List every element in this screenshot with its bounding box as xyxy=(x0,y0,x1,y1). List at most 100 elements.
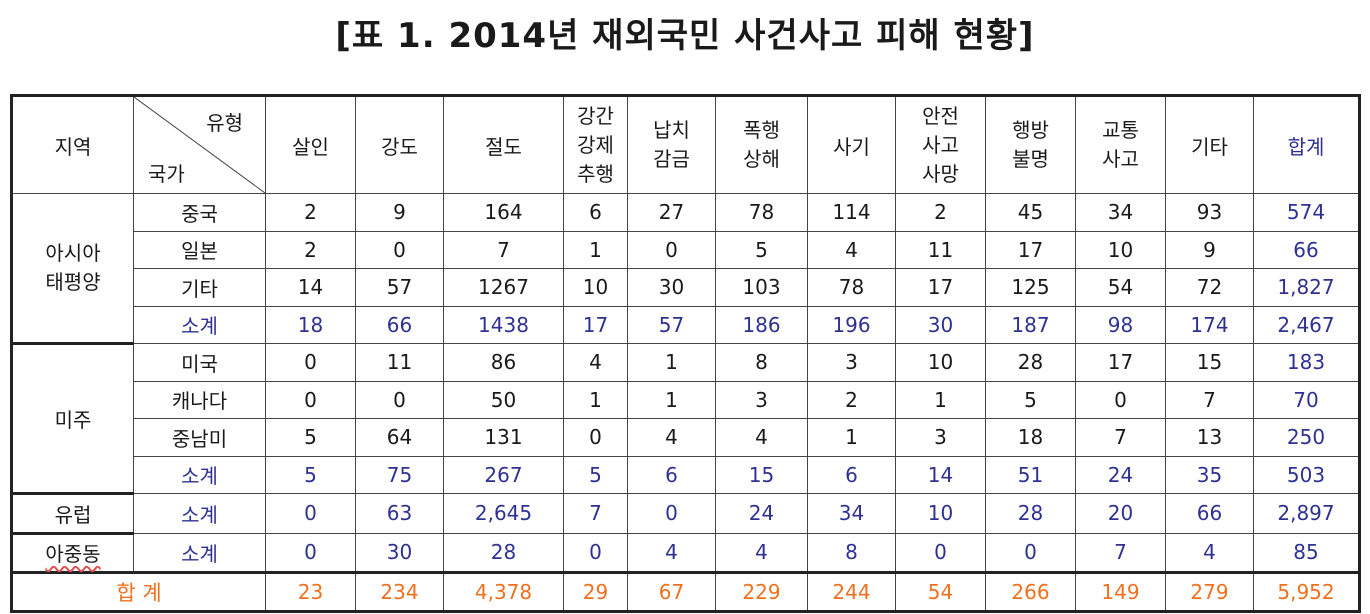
value-cell: 17 xyxy=(563,305,628,344)
region-cell: 유럽 xyxy=(11,493,134,535)
row-total-cell: 503 xyxy=(1253,455,1360,494)
value-cell: 2 xyxy=(895,193,986,232)
column-header: 교통 사고 xyxy=(1075,95,1166,194)
value-cell: 30 xyxy=(627,268,716,307)
country-cell: 소계 xyxy=(133,305,266,344)
header-row: 지역 유형 국가 살인 강도 절도 강간 강제 추행 납치 감금 폭행 상해 사기 안전 사고 사망 행방 불… xyxy=(11,95,1360,194)
table-row: 소계 18 66 1438 17 57 186 196 30 187 98 174 2,467 xyxy=(12,305,1360,344)
column-header: 안전 사고 사망 xyxy=(895,95,986,194)
value-cell: 186 xyxy=(715,305,808,344)
region-cell: 미주 xyxy=(11,343,134,495)
value-cell: 57 xyxy=(355,268,444,307)
value-cell: 1438 xyxy=(443,305,564,344)
region-cell: 아시아 태평양 xyxy=(11,193,134,345)
value-cell: 10 xyxy=(895,493,986,534)
value-cell: 28 xyxy=(443,532,564,573)
value-cell: 7 xyxy=(563,493,628,534)
value-cell: 45 xyxy=(985,193,1076,232)
grand-total-sum: 5,952 xyxy=(1253,571,1360,612)
value-cell: 66 xyxy=(355,305,444,344)
value-cell: 0 xyxy=(563,532,628,573)
value-cell: 54 xyxy=(1075,268,1166,307)
country-cell: 소계 xyxy=(133,532,266,573)
country-cell: 캐나다 xyxy=(133,380,266,419)
country-cell: 기타 xyxy=(133,268,266,307)
value-cell: 7 xyxy=(1165,380,1254,419)
country-cell: 일본 xyxy=(133,230,266,269)
value-cell: 30 xyxy=(355,532,444,573)
value-cell: 98 xyxy=(1075,305,1166,344)
value-cell: 14 xyxy=(265,268,356,307)
value-cell: 18 xyxy=(985,418,1076,457)
row-total-cell: 183 xyxy=(1253,343,1360,382)
table-row: 중남미 5 64 131 0 4 4 1 3 18 7 13 250 xyxy=(12,418,1360,457)
value-cell: 4 xyxy=(715,532,808,573)
table-row: 일본 2 0 7 1 0 5 4 11 17 10 9 66 xyxy=(12,230,1360,269)
value-cell: 1 xyxy=(563,380,628,419)
row-total-cell: 2,897 xyxy=(1253,493,1360,534)
value-cell: 103 xyxy=(715,268,808,307)
country-label: 국가 xyxy=(148,162,185,186)
value-cell: 50 xyxy=(443,380,564,419)
value-cell: 35 xyxy=(1165,455,1254,494)
value-cell: 78 xyxy=(715,193,808,232)
value-cell: 2 xyxy=(265,230,356,269)
column-header: 기타 xyxy=(1165,95,1254,194)
country-cell: 중남미 xyxy=(133,418,266,457)
value-cell: 24 xyxy=(715,493,808,534)
grand-total-value: 229 xyxy=(715,571,808,612)
value-cell: 4 xyxy=(563,343,628,382)
value-cell: 1 xyxy=(807,418,896,457)
value-cell: 7 xyxy=(443,230,564,269)
value-cell: 27 xyxy=(627,193,716,232)
incident-table: 지역 유형 국가 살인 강도 절도 강간 강제 추행 납치 감금 폭행 상해 사기 안전 사고 사망 행방 불… xyxy=(10,94,1361,613)
value-cell: 2 xyxy=(265,193,356,232)
value-cell: 1 xyxy=(627,343,716,382)
value-cell: 1 xyxy=(563,230,628,269)
value-cell: 5 xyxy=(265,455,356,494)
value-cell: 17 xyxy=(985,230,1076,269)
table-row: 아시아 태평양 중국 2 9 164 6 27 78 114 2 45 34 93 574 xyxy=(11,193,1360,345)
value-cell: 131 xyxy=(443,418,564,457)
value-cell: 10 xyxy=(1075,230,1166,269)
value-cell: 34 xyxy=(1075,193,1166,232)
value-cell: 164 xyxy=(443,193,564,232)
table-row: 소계 5 75 267 5 6 15 6 14 51 24 35 503 xyxy=(12,455,1360,494)
value-cell: 75 xyxy=(355,455,444,494)
value-cell: 114 xyxy=(807,193,896,232)
value-cell: 5 xyxy=(265,418,356,457)
value-cell: 11 xyxy=(355,343,444,382)
grand-total-value: 4,378 xyxy=(443,571,564,612)
column-header: 살인 xyxy=(265,95,356,194)
value-cell: 0 xyxy=(627,493,716,534)
row-total-cell: 85 xyxy=(1253,532,1360,573)
row-total-cell: 1,827 xyxy=(1253,268,1360,307)
value-cell: 5 xyxy=(563,455,628,494)
value-cell: 0 xyxy=(1075,380,1166,419)
value-cell: 4 xyxy=(715,418,808,457)
region-cell: 아중동 xyxy=(11,532,134,573)
value-cell: 1 xyxy=(627,380,716,419)
diagonal-line xyxy=(134,97,265,193)
column-header: 절도 xyxy=(443,95,564,194)
value-cell: 2 xyxy=(807,380,896,419)
value-cell: 14 xyxy=(895,455,986,494)
value-cell: 0 xyxy=(355,230,444,269)
value-cell: 28 xyxy=(985,343,1076,382)
value-cell: 7 xyxy=(1075,532,1166,573)
value-cell: 64 xyxy=(355,418,444,457)
value-cell: 125 xyxy=(985,268,1076,307)
value-cell: 66 xyxy=(1165,493,1254,534)
value-cell: 3 xyxy=(807,343,896,382)
value-cell: 15 xyxy=(1165,343,1254,382)
column-header: 강도 xyxy=(355,95,444,194)
value-cell: 18 xyxy=(265,305,356,344)
grand-total-value: 149 xyxy=(1075,571,1166,612)
value-cell: 24 xyxy=(1075,455,1166,494)
value-cell: 3 xyxy=(895,418,986,457)
grand-total-value: 29 xyxy=(563,571,628,612)
table-row: 미주 미국 0 11 86 4 1 8 3 10 28 17 15 183 xyxy=(11,343,1360,495)
grand-total-value: 67 xyxy=(627,571,716,612)
value-cell: 15 xyxy=(715,455,808,494)
value-cell: 17 xyxy=(1075,343,1166,382)
